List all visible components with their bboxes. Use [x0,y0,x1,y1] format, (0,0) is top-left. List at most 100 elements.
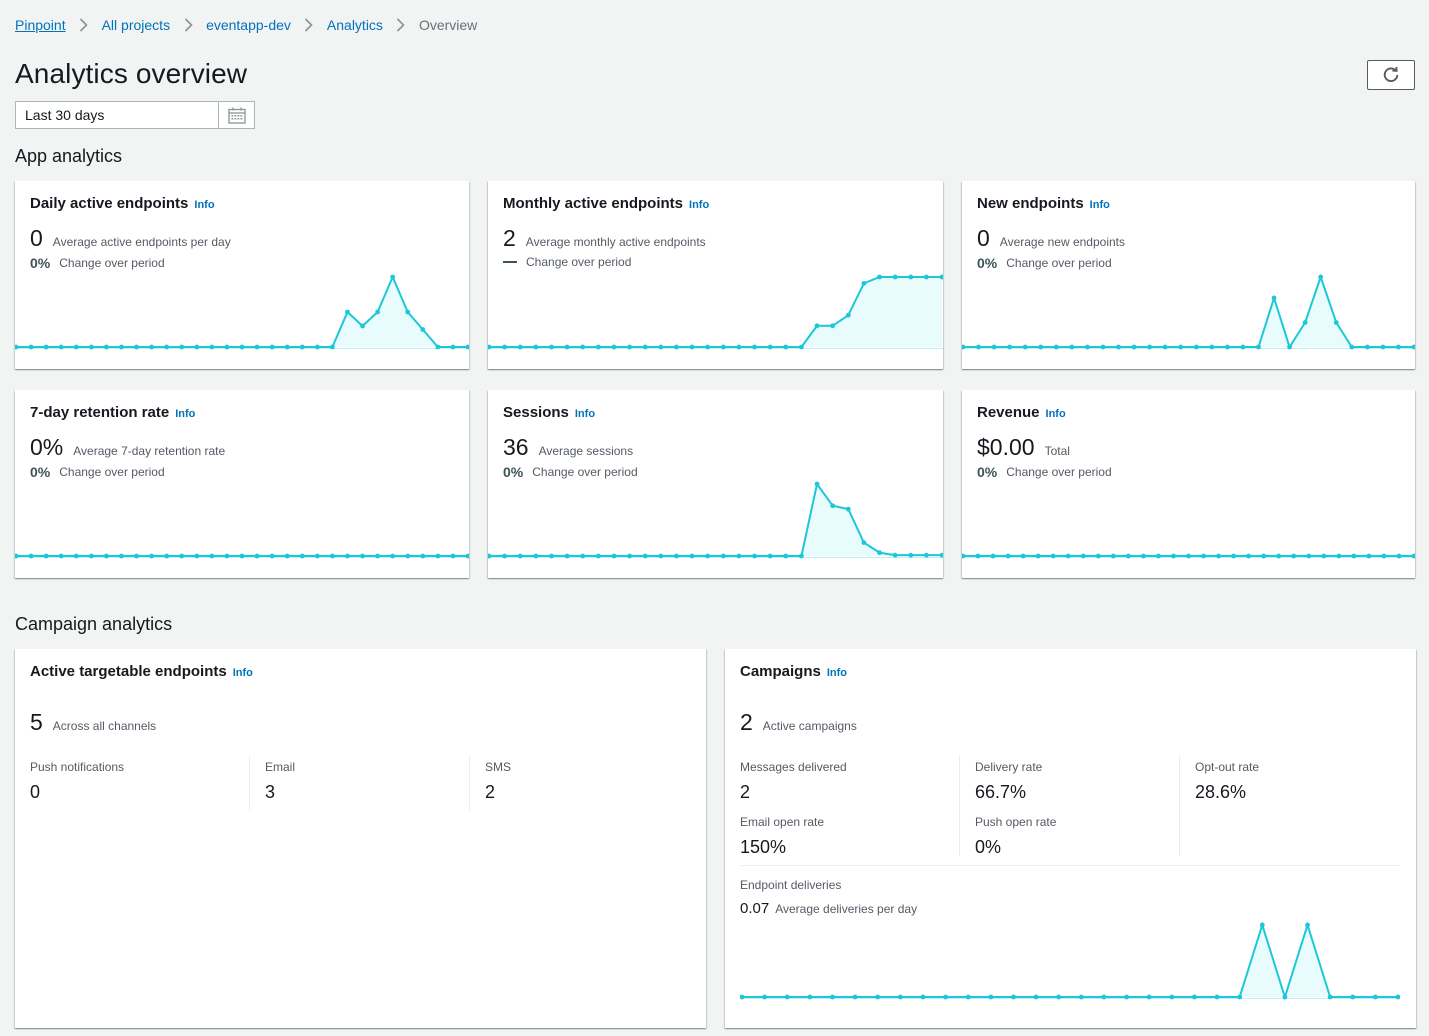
sparkline-point [642,344,648,350]
sparkline-point [762,994,768,1000]
metric-description: Average monthly active endpoints [525,235,706,249]
stat-label-delivery-rate: Delivery rate [975,760,1043,774]
card-retention-rate: 7-day retention rate Info 0% Average 7-day… [15,390,469,578]
sparkline-point [179,344,185,350]
sparkline-point [861,280,867,286]
sparkline-point [943,994,948,1000]
sparkline-point [861,540,867,546]
sparkline-area [742,925,1398,997]
sparkline-point [1305,922,1310,928]
sparkline-point [752,553,757,559]
sparkline-point [502,553,508,559]
sparkline-point [345,553,350,559]
info-link[interactable]: Info [826,667,848,679]
divider [1179,756,1180,856]
change-label: Change over period [526,255,632,269]
channel-label-email: Email [265,760,296,774]
change-value: 0% [977,464,998,480]
sparkline-point [299,344,305,350]
sparkline-chart [962,273,1415,350]
sparkline-point [962,553,966,559]
card-title: Sessions [503,404,569,421]
sparkline-point [799,344,804,350]
info-link[interactable]: Info [689,199,710,211]
sparkline-point [517,344,523,350]
breadcrumb-pinpoint[interactable]: Pinpoint [15,17,66,33]
sparkline-point [1065,553,1071,559]
sparkline-point [627,553,632,559]
sparkline-point [1396,553,1402,559]
sparkline-point [15,344,19,350]
sparkline-point [15,553,19,559]
calendar-button[interactable] [218,101,255,129]
sparkline-point [164,344,170,350]
sparkline-point [1035,553,1041,559]
sparkline-point [209,553,215,559]
sparkline-point [549,344,554,350]
sparkline-point [254,344,260,350]
sparkline-point [284,344,290,350]
sparkline-point [990,553,996,559]
metric-value: 0 [30,225,43,251]
sparkline-point [877,274,882,280]
sparkline-point [1171,553,1176,559]
sparkline-point [1053,344,1059,350]
sparkline-point [314,344,320,350]
info-link[interactable]: Info [574,408,596,420]
sparkline-point [689,344,695,350]
sparkline-point [720,553,726,559]
breadcrumb-project[interactable]: eventapp-dev [206,17,291,33]
sparkline-point [533,553,539,559]
sparkline-point [1080,553,1086,559]
sparkline-chart [488,274,943,350]
endpoint-deliveries-description: Average deliveries per day [775,902,918,916]
page-title: Analytics overview [15,58,248,89]
date-range-input[interactable] [15,101,218,129]
card-new-endpoints: New endpoints Info 0 Average new endpoints… [962,181,1415,369]
sparkline-point [674,344,679,350]
channel-value-email: 3 [265,782,276,802]
info-link[interactable]: Info [1089,199,1110,211]
info-link[interactable]: Info [232,667,253,679]
breadcrumb-all-projects[interactable]: All projects [101,17,171,33]
refresh-button[interactable] [1367,60,1415,90]
sparkline-point [488,553,492,559]
sparkline-point [580,344,586,350]
info-link[interactable]: Info [175,408,196,420]
info-link[interactable]: Info [1045,408,1066,420]
sparkline-point [224,553,230,559]
sparkline-point [783,553,789,559]
sparkline-point [1078,994,1084,1000]
sparkline-line [489,276,942,348]
sparkline-point [923,552,929,558]
metric-description: Average new endpoints [999,235,1125,249]
info-link[interactable]: Info [194,199,215,211]
sparkline-point [1033,994,1039,1000]
sparkline-point [975,553,981,559]
sparkline-point [845,312,851,318]
sparkline-point [58,553,64,559]
change-value: 0% [30,464,51,480]
sparkline-point [814,481,820,487]
sparkline-point [1271,295,1277,301]
sparkline-point [1380,344,1386,350]
sparkline-point [502,344,508,350]
sparkline-point [897,994,903,1000]
sparkline-point [1011,994,1016,1000]
sparkline-point [1259,922,1265,928]
sparkline-chart [15,553,469,559]
sparkline-point [119,553,124,559]
sparkline-point [465,553,469,559]
channel-value-push: 0 [30,782,41,802]
sparkline-point [149,553,155,559]
sparkline-point [720,344,726,350]
sparkline-area [16,277,468,347]
card-title: Active targetable endpoints [30,663,227,680]
sparkline-point [1224,344,1230,350]
breadcrumb-analytics[interactable]: Analytics [326,17,383,33]
sparkline-point [284,553,290,559]
sparkline-point [1282,994,1288,1000]
sparkline-point [920,994,926,1000]
sparkline-point [435,344,441,350]
sparkline-point [1193,344,1199,350]
